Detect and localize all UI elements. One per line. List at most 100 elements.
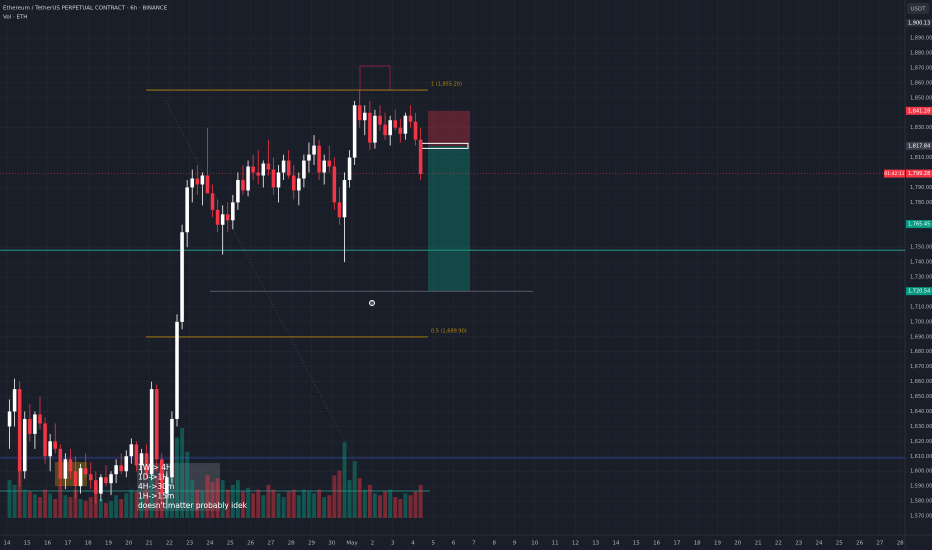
candle-body [291,175,296,191]
candle-body [261,163,266,176]
volume-bar [251,493,256,518]
y-tick-label: 1,590.00 [910,484,932,490]
volume-bar [352,461,357,518]
x-tick-label: 18 [694,541,701,547]
volume-bar [144,489,149,518]
volume-bar [195,489,200,518]
candle-body [109,474,113,484]
volume-bar [63,495,68,518]
y-tick-label: 1,570.00 [910,514,932,520]
volume-bar [83,500,88,518]
candle-body [215,209,220,225]
candle-body [246,166,250,191]
candle-body [12,389,17,412]
x-tick-label: 10 [531,541,538,547]
price-tag [906,287,932,296]
volume-bar [104,502,108,518]
note-line: 1H->15m [138,492,174,501]
volume-bar [38,497,42,518]
volume-bar [286,491,291,518]
volume-bar [281,497,286,518]
y-tick-label: 1,680.00 [910,349,932,355]
x-tick-label: 23 [795,541,802,547]
volume-bar [388,489,393,518]
candle-body [94,480,98,494]
volume-bar [291,489,296,518]
candle-body [352,105,357,158]
x-tick-label: 22 [775,541,782,547]
volume-bar [256,489,261,518]
y-tick-label: 1,610.00 [910,454,932,460]
x-tick-label: 11 [552,541,559,547]
y-tick-label: 1,810.00 [910,155,932,161]
candle-body [408,115,413,122]
y-tick-label: 1,890.00 [910,36,932,42]
volume-bar [383,491,388,518]
x-tick-label: 14 [613,541,620,547]
volume-bar [124,493,129,518]
x-tick-label: 24 [207,541,214,547]
volume-bar [317,489,322,518]
x-tick-label: 18 [85,541,92,547]
candle-body [236,179,240,203]
volume-bar [114,495,119,518]
candle-body [119,465,123,472]
price-tag [906,18,932,27]
marker-circle [369,300,375,306]
candle-body [210,193,215,210]
x-tick-label: 16 [44,541,51,547]
volume-bar [261,495,266,518]
volume-bar [170,472,174,518]
volume-bar [327,495,332,518]
volume-bar [205,475,210,518]
candle-body [53,441,57,449]
fib-label: 0.5 (1,689.90) [431,328,467,334]
y-tick-label: 1,850.00 [910,95,932,101]
x-tick-label: 17 [673,541,680,547]
volume-bar [378,495,382,518]
y-tick-label: 1,870.00 [910,65,932,71]
y-tick-label: 1,580.00 [910,499,932,505]
x-tick-label: 9 [513,541,517,547]
x-tick-label: 6 [452,541,456,547]
candle-body [256,172,260,176]
candle-body [286,160,291,176]
x-tick-label: 29 [308,541,315,547]
volume-bar [403,493,408,518]
volume-bar [347,480,352,518]
price-tag-label: 1,817.84 [908,143,930,149]
y-tick-label: 1,740.00 [910,260,932,266]
symbol-title: Ethereum / TetherUS PERPETUAL CONTRACT ·… [3,6,168,12]
volume-bar [220,480,225,518]
volume-bar [373,493,377,518]
candle-body [281,160,286,173]
candle-body [165,477,169,494]
candle-body [88,474,93,481]
candle-body [28,418,32,434]
candle-body [139,453,144,466]
note-line: 1W-> 4H [138,463,172,472]
note-line: doesn't matter probably idek [138,501,248,510]
x-tick-label: 13 [592,541,599,547]
candle-body [418,139,423,175]
y-tick-label: 1,830.00 [910,125,932,131]
candle-body [241,179,245,191]
volume-bar [43,489,47,518]
candle-body [160,459,164,494]
candle-body [266,163,271,170]
x-tick-label: 19 [714,541,721,547]
volume-bar [32,494,37,518]
volume-bar [98,499,103,518]
volume-bar [58,484,63,518]
volume-bar [22,489,27,518]
candle-body [195,178,200,185]
volume-bar [149,461,154,518]
candle-body [332,166,337,203]
y-tick-label: 1,730.00 [910,275,932,281]
candle-body [124,456,129,472]
volume-bar [53,499,58,518]
x-tick-label: 26 [856,541,863,547]
x-tick-label: May [346,541,358,547]
volume-bar [230,484,235,518]
volume-bar [301,489,306,518]
